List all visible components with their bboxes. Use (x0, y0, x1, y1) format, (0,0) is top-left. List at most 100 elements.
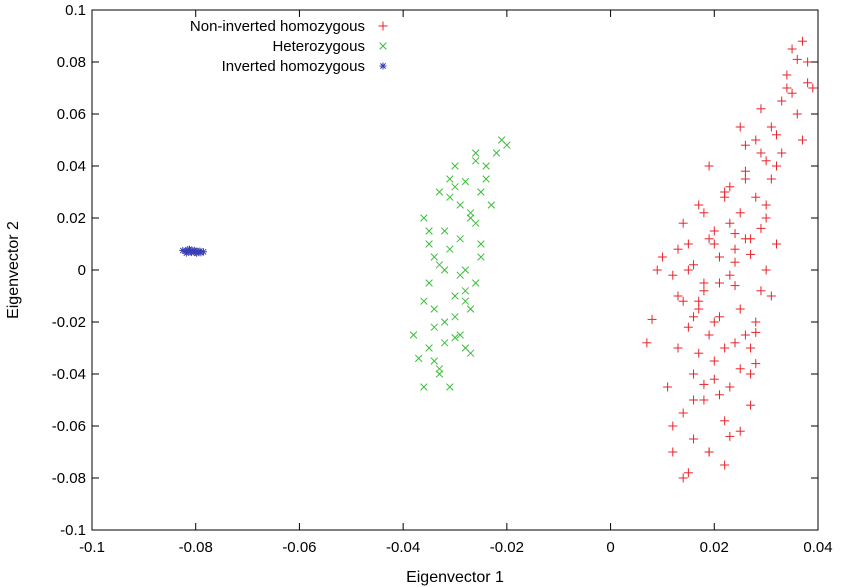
data-point (694, 304, 704, 314)
data-point (472, 219, 480, 227)
data-point (730, 281, 740, 291)
data-point (709, 374, 719, 384)
data-point (668, 270, 678, 280)
y-tick-label: -0.08 (52, 470, 86, 487)
data-point (430, 323, 438, 331)
data-point (657, 252, 667, 262)
data-point (714, 390, 724, 400)
data-point (673, 291, 683, 301)
data-point (808, 83, 818, 93)
data-point (456, 235, 464, 243)
data-point (451, 292, 459, 300)
legend-marker (379, 62, 387, 70)
data-point (191, 246, 199, 254)
data-point (756, 104, 766, 114)
data-point (725, 182, 735, 192)
y-tick-label: 0.06 (57, 106, 86, 123)
data-point (420, 214, 428, 222)
data-point (730, 229, 740, 239)
data-point (466, 305, 475, 313)
data-point (730, 257, 740, 267)
data-point (709, 356, 719, 366)
axes: -0.1 -0.08 -0.06 -0.04 -0.02 0 0.02 0.04 -0.1 -0.… (52, 2, 833, 556)
y-tick-label: 0.08 (57, 54, 86, 71)
data-point (787, 88, 797, 98)
y-tick-label: -0.04 (52, 366, 86, 383)
data-point (477, 253, 485, 261)
data-point (725, 382, 735, 392)
data-point (440, 227, 449, 235)
data-point (472, 149, 480, 157)
data-point (746, 400, 756, 410)
data-point (425, 279, 433, 287)
data-point (709, 239, 719, 249)
data-point (699, 286, 709, 296)
data-point (683, 468, 693, 478)
data-point (678, 296, 688, 306)
series-2 (179, 245, 207, 257)
data-point (699, 278, 709, 288)
data-point (425, 240, 433, 248)
data-point (652, 265, 662, 275)
data-point (435, 188, 444, 196)
data-point (678, 218, 688, 228)
data-point (751, 359, 761, 369)
y-tick-label: 0 (78, 262, 86, 279)
legend-label: Non-inverted homozygous (190, 18, 365, 35)
data-point (704, 234, 714, 244)
data-point (466, 209, 475, 217)
data-point (430, 253, 438, 261)
y-tick-label: 0.02 (57, 210, 86, 227)
data-point (430, 305, 438, 313)
data-point (751, 135, 761, 145)
data-point (725, 431, 735, 441)
data-point (482, 175, 490, 183)
legend-label: Inverted homozygous (222, 58, 365, 75)
data-point (689, 434, 699, 444)
data-point (668, 421, 678, 431)
data-point (777, 148, 787, 158)
data-point (720, 343, 730, 353)
data-point (642, 338, 652, 348)
series-1 (409, 136, 511, 391)
data-point (694, 296, 704, 306)
data-point (456, 271, 464, 279)
data-point (714, 278, 724, 288)
data-point (440, 318, 449, 326)
data-point (797, 36, 807, 46)
data-point (435, 365, 444, 373)
data-point (756, 223, 766, 233)
data-point (761, 213, 771, 223)
data-point (451, 183, 459, 191)
data-point (699, 379, 709, 389)
data-point (182, 249, 190, 257)
data-point (704, 161, 714, 171)
data-point (797, 135, 807, 145)
data-point (430, 357, 438, 365)
data-point (185, 245, 193, 253)
data-point (461, 177, 470, 186)
data-point (766, 122, 776, 132)
y-axis-title: Eigenvector 2 (5, 221, 22, 319)
data-point (446, 175, 454, 183)
plot-area (179, 36, 818, 483)
data-point (772, 239, 782, 249)
data-point (477, 240, 485, 248)
data-point (466, 349, 475, 357)
data-point (699, 395, 709, 405)
data-point (787, 44, 797, 54)
data-point (746, 343, 756, 353)
data-point (772, 161, 782, 171)
data-point (647, 314, 657, 324)
data-point (461, 287, 470, 295)
x-tick-label: 0.04 (803, 539, 832, 556)
legend-marker (379, 42, 387, 50)
data-point (689, 312, 699, 322)
data-point (735, 304, 745, 314)
data-point (446, 383, 454, 391)
data-point (746, 249, 756, 259)
data-point (725, 218, 735, 228)
x-tick-label: -0.08 (179, 539, 213, 556)
data-point (477, 188, 485, 196)
data-point (694, 200, 704, 210)
